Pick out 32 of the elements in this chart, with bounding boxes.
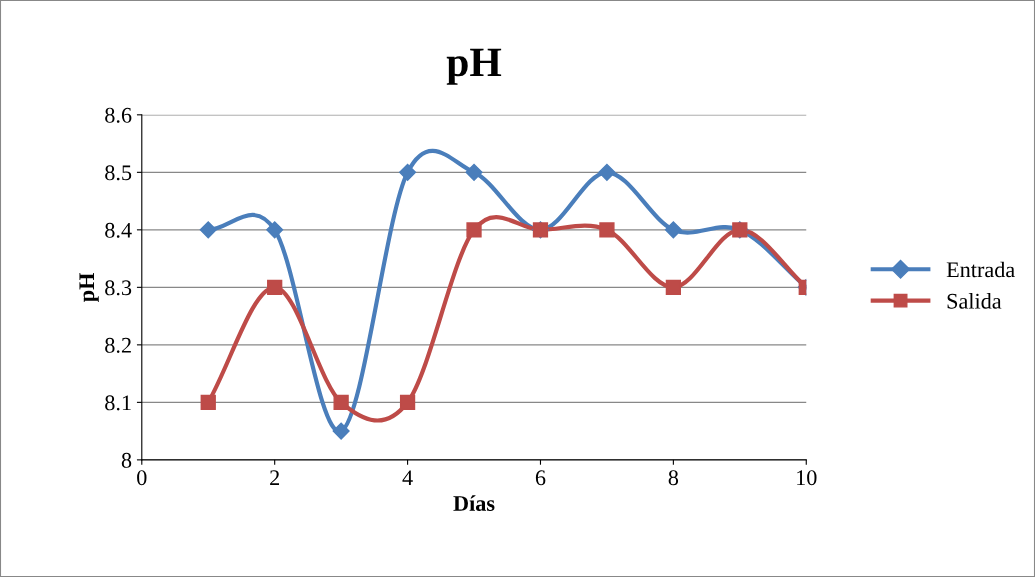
point [267, 279, 283, 295]
y-tick-label: 8.2 [105, 337, 131, 353]
x-tick-label: 8 [668, 470, 679, 486]
point [466, 222, 482, 238]
y-tick-label: 8.6 [105, 107, 132, 123]
x-tick-label: 2 [270, 470, 280, 486]
legend-label: Entrada [946, 261, 1015, 278]
y-tick-label: 8.5 [105, 165, 132, 181]
x-tick-label: 6 [535, 470, 546, 486]
point [598, 163, 616, 181]
point [465, 163, 483, 181]
x-tick-label: 4 [402, 470, 413, 486]
legend-label: Salida [947, 293, 1002, 309]
point [332, 422, 350, 440]
x-tick-label: 10 [797, 470, 817, 486]
y-tick-label: 8.3 [105, 280, 132, 296]
y-axis-title: pH [79, 272, 99, 302]
point [399, 163, 417, 181]
point [333, 394, 349, 411]
point [399, 394, 416, 411]
point [665, 279, 682, 295]
x-tick-label: 0 [137, 470, 147, 486]
y-tick-label: 8.4 [105, 222, 132, 238]
chart-title: pH [446, 48, 502, 85]
point [266, 221, 284, 239]
y-tick-label: 8 [121, 452, 132, 468]
point [200, 394, 216, 411]
point [599, 222, 615, 238]
point [664, 221, 682, 239]
y-tick-label: 8.1 [105, 395, 131, 411]
x-axis-title: Días [453, 495, 495, 511]
point [199, 221, 217, 239]
